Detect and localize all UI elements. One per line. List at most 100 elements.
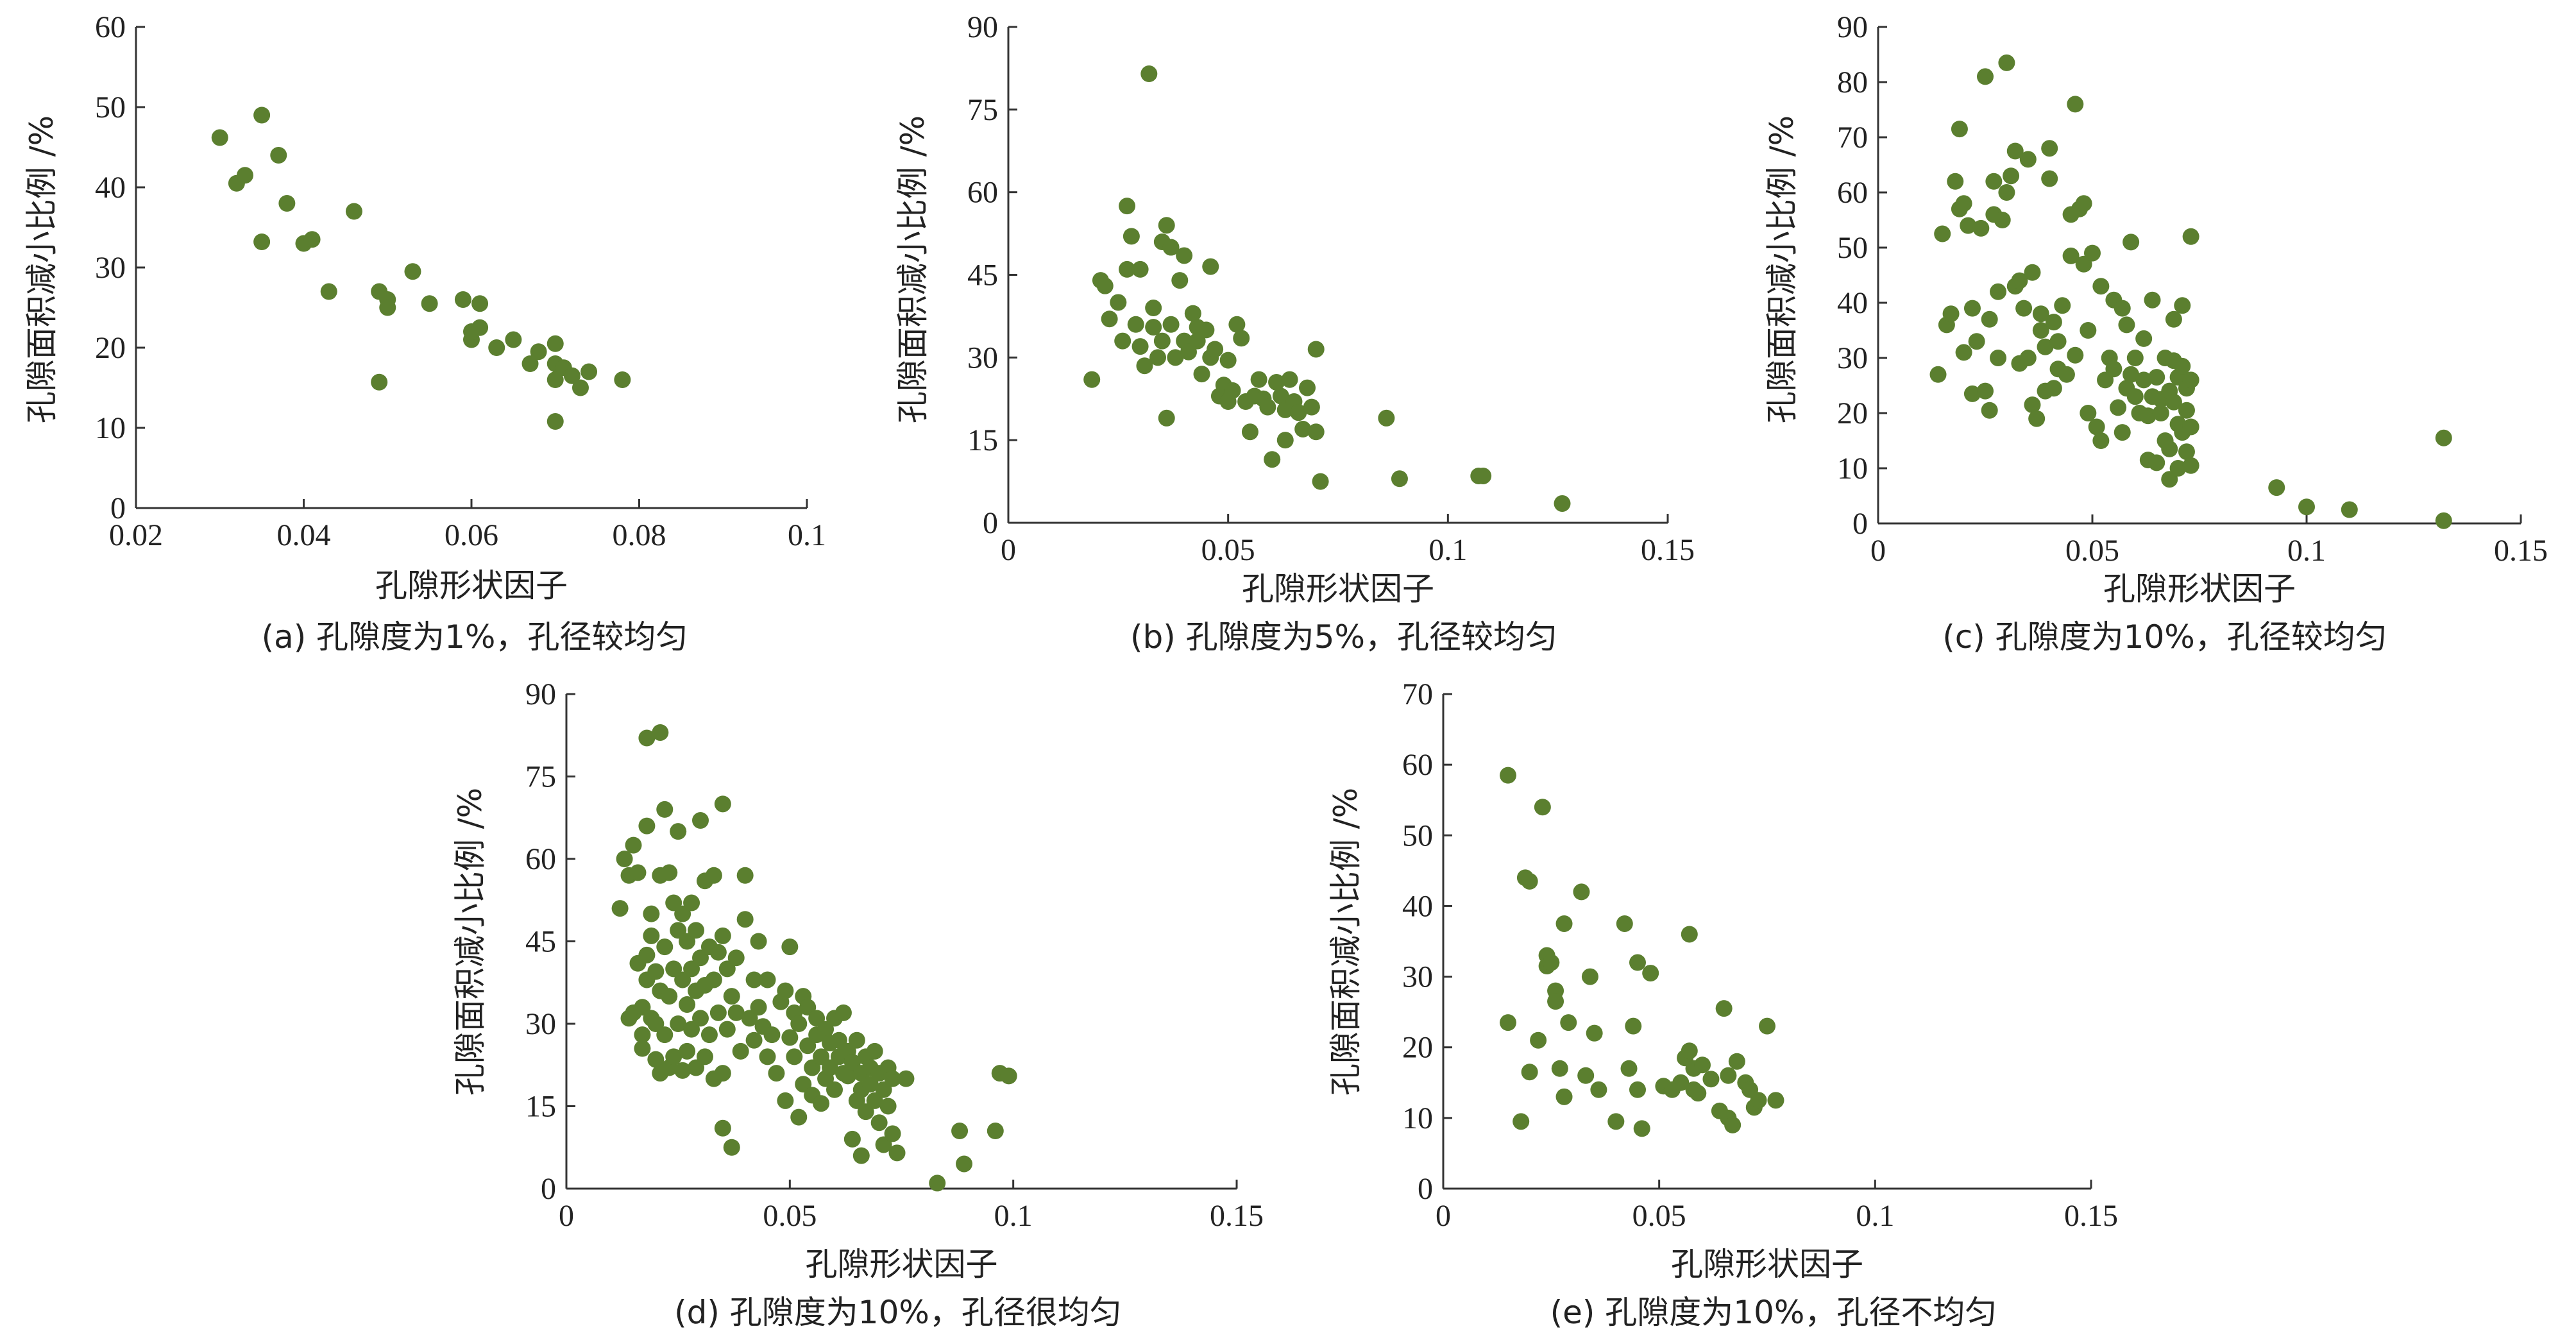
data-point <box>1728 1053 1745 1070</box>
data-point <box>745 971 763 988</box>
data-point <box>1998 184 2015 201</box>
data-point <box>1307 341 1325 358</box>
data-point <box>471 295 489 312</box>
y-tick-label: 50 <box>1837 231 1868 265</box>
data-point <box>2174 297 2191 314</box>
y-tick-label: 20 <box>95 331 126 365</box>
data-point <box>505 331 522 348</box>
y-tick-label: 20 <box>1837 396 1868 430</box>
data-point <box>1977 382 1994 400</box>
scatter-panel-a: 0.02 0.04 0.06 0.08 0.1 0 10 20 30 40 50 60 孔隙形状因子 孔隙… <box>23 10 826 656</box>
data-point <box>1990 283 2007 300</box>
data-point <box>777 982 794 999</box>
data-point <box>750 999 767 1016</box>
data-point <box>661 864 678 881</box>
y-axis-label: 孔隙面积减小比例 /% <box>1763 115 1801 423</box>
data-point <box>454 291 471 308</box>
data-point <box>1123 228 1140 245</box>
data-point <box>278 195 296 212</box>
data-point <box>866 1042 883 1060</box>
x-tick-label: 0.1 <box>1428 533 1467 567</box>
data-point <box>1391 470 1408 488</box>
x-tick-label: 0 <box>1870 534 1886 568</box>
data-point <box>2011 272 2028 289</box>
data-point <box>638 729 656 747</box>
scatter-panel-c: 0 0.05 0.1 0.15 0 10 20 30 40 50 60 70 80 90 孔隙形状因子 孔隙面… <box>1763 10 2548 656</box>
y-tick-label: 45 <box>525 925 556 959</box>
data-point <box>625 836 642 854</box>
data-point <box>1307 423 1325 441</box>
y-tick-label: 30 <box>967 341 998 375</box>
data-point <box>759 971 776 988</box>
y-tick-label: 30 <box>1837 341 1868 375</box>
data-point <box>670 823 687 840</box>
data-point <box>1972 219 1990 237</box>
data-point <box>1994 212 2011 228</box>
data-point <box>320 283 337 300</box>
data-point <box>1715 1000 1733 1017</box>
data-point <box>1581 968 1598 985</box>
data-point <box>1233 330 1250 347</box>
data-point <box>1681 926 1698 943</box>
y-tick-label: 60 <box>967 176 998 210</box>
data-point <box>1119 260 1136 278</box>
data-point <box>2182 371 2199 389</box>
data-point <box>718 1021 736 1038</box>
y-axis-label: 孔隙面积减小比例 /% <box>23 115 60 423</box>
data-point <box>1951 121 1968 138</box>
data-point <box>1955 344 1972 361</box>
panel-caption: (d) 孔隙度为10%，孔径很均匀 <box>674 1294 1122 1331</box>
data-point <box>826 1081 843 1098</box>
data-point <box>2126 388 2144 405</box>
data-point <box>488 339 505 356</box>
y-tick-label: 90 <box>967 10 998 44</box>
data-point <box>1299 379 1316 396</box>
data-point <box>1268 373 1285 391</box>
x-axis-label: 孔隙形状因子 <box>375 567 568 604</box>
data-point <box>638 946 656 963</box>
data-point <box>1963 300 1981 317</box>
data-point <box>1955 195 1972 212</box>
data-point <box>2075 195 2092 212</box>
data-point <box>1250 371 1267 388</box>
data-point <box>661 988 678 1005</box>
data-point <box>656 801 674 818</box>
x-tick-label: 0.15 <box>1210 1199 1264 1233</box>
data-point <box>1947 173 1964 190</box>
data-point <box>1264 451 1281 468</box>
x-tick-label: 0.15 <box>2064 1199 2118 1233</box>
data-point <box>1513 1113 1530 1130</box>
data-point <box>2182 457 2199 474</box>
x-tick-label: 0.05 <box>1201 533 1255 567</box>
data-point <box>1176 247 1193 264</box>
data-point <box>848 1031 865 1049</box>
x-tick-label: 0.05 <box>1632 1199 1686 1233</box>
data-point <box>404 263 421 280</box>
data-point <box>2123 233 2140 251</box>
data-point <box>580 363 598 380</box>
data-point <box>1149 349 1167 366</box>
data-point <box>2135 330 2153 347</box>
x-tick-label: 0.06 <box>445 518 498 552</box>
data-point <box>1303 398 1320 416</box>
data-point <box>2174 357 2191 375</box>
data-point <box>2182 228 2199 245</box>
data-point <box>2088 418 2105 436</box>
data-point <box>2135 371 2153 389</box>
data-point <box>1259 398 1276 416</box>
data-point <box>2054 297 2071 314</box>
data-point <box>888 1144 906 1162</box>
y-axis-label: 孔隙面积减小比例 /% <box>452 788 489 1096</box>
data-point <box>1534 799 1551 816</box>
data-point <box>2067 96 2084 113</box>
data-point <box>679 996 696 1013</box>
y-tick-label: 60 <box>1402 748 1433 782</box>
scatter-panel-e: 0 0.05 0.1 0.15 0 10 20 30 40 50 60 70 孔隙形状因子 孔隙面积减小比… <box>1327 677 2118 1331</box>
data-point <box>2092 278 2110 295</box>
scatter-panel-d: 0 0.05 0.1 0.15 0 15 30 45 60 75 90 孔隙形状因子 孔隙面积减小比例 … <box>452 677 1264 1331</box>
data-point <box>679 1042 696 1060</box>
y-tick-label: 15 <box>967 423 998 457</box>
y-tick-label: 75 <box>525 760 556 794</box>
x-tick-label: 0.15 <box>1641 533 1695 567</box>
data-point <box>709 944 727 961</box>
